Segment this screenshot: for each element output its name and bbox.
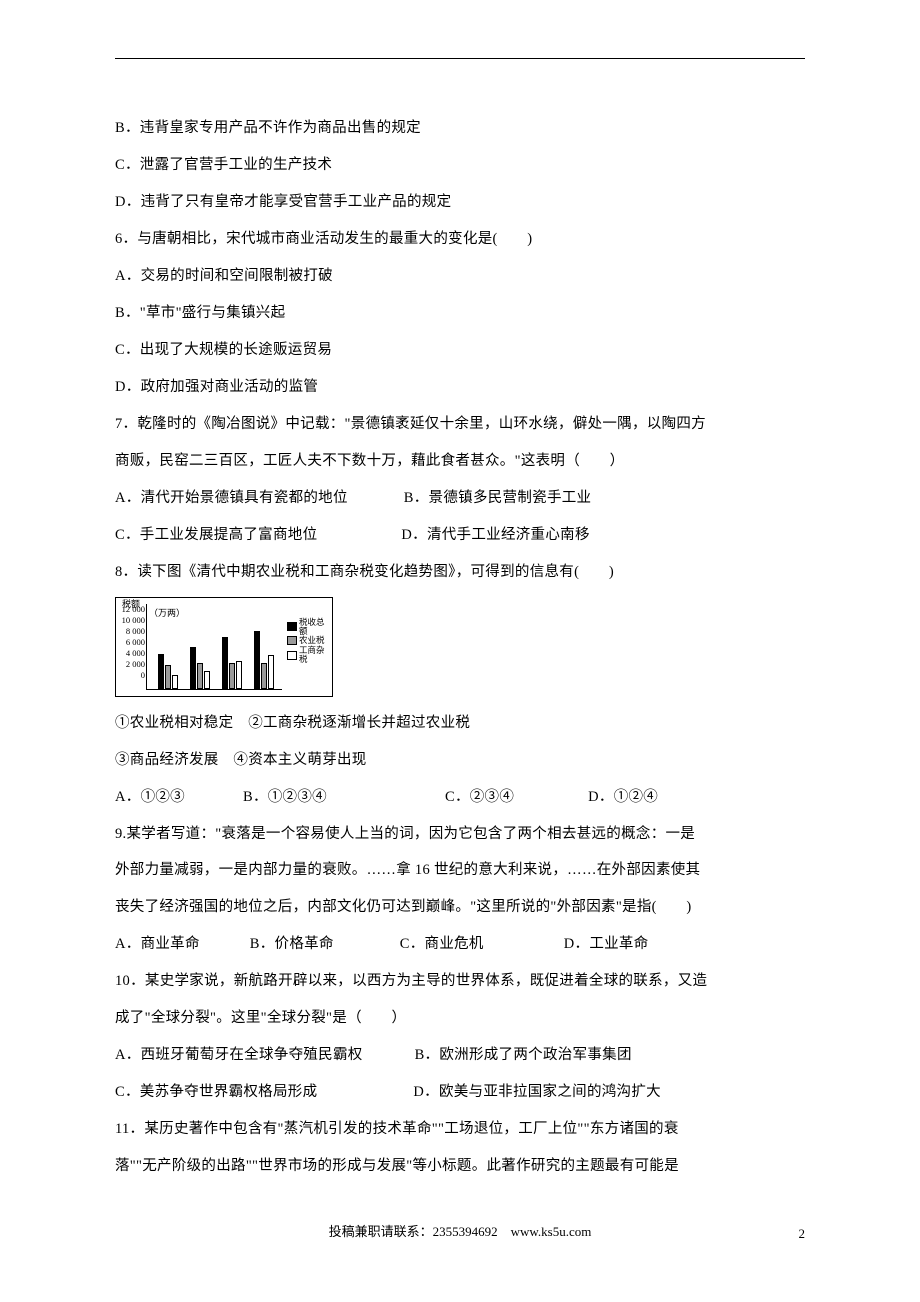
q6-b: B．"草市"盛行与集镇兴起: [115, 295, 805, 332]
q8-options: A．①②③ B．①②③④ C．②③④ D．①②④: [115, 779, 805, 816]
q10-line2: 成了"全球分裂"。这里"全球分裂"是（ ）: [115, 1000, 805, 1037]
legend-swatch: [287, 636, 297, 645]
option-d: D．违背了只有皇帝才能享受官营手工业产品的规定: [115, 184, 805, 221]
q10-opt-d: D．欧美与亚非拉国家之间的鸿沟扩大: [413, 1084, 661, 1100]
chart-legend-item: 工商杂税: [287, 646, 329, 664]
q7-opt-b: B．景德镇多民营制瓷手工业: [404, 490, 592, 506]
q8-opt-b: B．①②③④: [243, 789, 327, 805]
page-footer: 投稿兼职请联系：2355394692 www.ks5u.com: [115, 1221, 805, 1240]
q8-analysis-line1: ①农业税相对稳定 ②工商杂税逐渐增长并超过农业税: [115, 705, 805, 742]
q9-line3: 丧失了经济强国的地位之后，内部文化仍可达到巅峰。"这里所说的"外部因素"是指( …: [115, 889, 805, 926]
document-page: B．违背皇家专用产品不许作为商品出售的规定 C．泄露了官营手工业的生产技术 D．…: [0, 0, 920, 1280]
chart-ytick: 4 000: [126, 649, 145, 658]
chart-bar: [261, 663, 267, 689]
q7-opt-a: A．清代开始景德镇具有瓷都的地位: [115, 490, 348, 506]
chart-bar: [229, 663, 235, 689]
q8-chart: 税额 （万两） 12 00010 0008 0006 0004 0002 000…: [115, 597, 333, 697]
q9-opt-c: C．商业危机: [400, 936, 484, 952]
q8-opt-a: A．①②③: [115, 789, 185, 805]
chart-bar: [172, 675, 178, 689]
body-content: B．违背皇家专用产品不许作为商品出售的规定 C．泄露了官营手工业的生产技术 D．…: [115, 110, 805, 1185]
q10-line1: 10．某史学家说，新航路开辟以来，以西方为主导的世界体系，既促进着全球的联系，又…: [115, 963, 805, 1000]
q9-line1: 9.某学者写道："衰落是一个容易使人上当的词，因为它包含了两个相去甚远的概念：一…: [115, 816, 805, 853]
chart-bar-group: [190, 647, 210, 689]
chart-bar-group: [222, 637, 242, 689]
q8-opt-c: C．②③④: [445, 789, 514, 805]
q9-opt-b: B．价格革命: [250, 936, 334, 952]
q9-line2: 外部力量减弱，一是内部力量的衰败。……拿 16 世纪的意大利来说，……在外部因素…: [115, 852, 805, 889]
q7-opt-c: C．手工业发展提高了富商地位: [115, 527, 317, 543]
q6-a: A．交易的时间和空间限制被打破: [115, 258, 805, 295]
q7-row1: A．清代开始景德镇具有瓷都的地位 B．景德镇多民营制瓷手工业: [115, 480, 805, 517]
chart-yaxis: [146, 604, 147, 690]
chart-bar: [268, 655, 274, 689]
chart-bar-group: [254, 631, 274, 689]
option-b: B．违背皇家专用产品不许作为商品出售的规定: [115, 110, 805, 147]
chart-bar: [197, 663, 203, 689]
chart-bars: [152, 604, 278, 689]
chart-bar: [204, 671, 210, 689]
chart-xaxis: [146, 689, 282, 690]
q7-row2: C．手工业发展提高了富商地位 D．清代手工业经济重心南移: [115, 517, 805, 554]
legend-swatch: [287, 622, 297, 631]
q10-opt-a: A．西班牙葡萄牙在全球争夺殖民霸权: [115, 1047, 363, 1063]
q8-analysis-line2: ③商品经济发展 ④资本主义萌芽出现: [115, 742, 805, 779]
q9-options: A．商业革命 B．价格革命 C．商业危机 D．工业革命: [115, 926, 805, 963]
chart-bar: [190, 647, 196, 689]
top-border-rule: [115, 58, 805, 59]
chart-bar-group: [158, 654, 178, 689]
chart-ytick: 0: [141, 671, 145, 680]
chart-bar: [254, 631, 260, 689]
chart-ytick: 12 000: [122, 605, 145, 614]
q6-c: C．出现了大规模的长途贩运贸易: [115, 332, 805, 369]
chart-ytick: 8 000: [126, 627, 145, 636]
chart-legend-item: 农业税: [287, 636, 329, 645]
q11-line2: 落""无产阶级的出路""世界市场的形成与发展"等小标题。此著作研究的主题最有可能…: [115, 1148, 805, 1185]
q11-line1: 11．某历史著作中包含有"蒸汽机引发的技术革命""工场退位，工厂上位""东方诸国…: [115, 1111, 805, 1148]
legend-label: 工商杂税: [299, 646, 329, 664]
legend-label: 税收总额: [299, 618, 329, 636]
chart-ytick: 2 000: [126, 660, 145, 669]
q10-row1: A．西班牙葡萄牙在全球争夺殖民霸权 B．欧洲形成了两个政治军事集团: [115, 1037, 805, 1074]
q10-opt-b: B．欧洲形成了两个政治军事集团: [415, 1047, 632, 1063]
q7-stem-line1: 7．乾隆时的《陶冶图说》中记载："景德镇袤延仅十余里，山环水绕，僻处一隅，以陶四…: [115, 406, 805, 443]
q10-opt-c: C．美苏争夺世界霸权格局形成: [115, 1084, 317, 1100]
q8-stem: 8．读下图《清代中期农业税和工商杂税变化趋势图》，可得到的信息有( ): [115, 554, 805, 591]
q9-opt-a: A．商业革命: [115, 936, 200, 952]
chart-ytick: 10 000: [122, 616, 145, 625]
chart-bar: [222, 637, 228, 689]
q7-opt-d: D．清代手工业经济重心南移: [401, 527, 589, 543]
chart-bar: [236, 661, 242, 689]
page-number: 2: [799, 1226, 806, 1242]
option-c: C．泄露了官营手工业的生产技术: [115, 147, 805, 184]
legend-swatch: [287, 651, 297, 660]
chart-ytick: 6 000: [126, 638, 145, 647]
q7-stem-line2: 商贩，民窑二三百区，工匠人夫不下数十万，藉此食者甚众。"这表明（ ）: [115, 443, 805, 480]
chart-legend-item: 税收总额: [287, 618, 329, 636]
chart-bar: [158, 654, 164, 689]
q9-opt-d: D．工业革命: [564, 936, 649, 952]
chart-legend: 税收总额农业税工商杂税: [287, 618, 329, 665]
legend-label: 农业税: [299, 636, 325, 645]
chart-bar: [165, 665, 171, 689]
q6-stem: 6．与唐朝相比，宋代城市商业活动发生的最重大的变化是( ): [115, 221, 805, 258]
q10-row2: C．美苏争夺世界霸权格局形成 D．欧美与亚非拉国家之间的鸿沟扩大: [115, 1074, 805, 1111]
q8-opt-d: D．①②④: [588, 789, 658, 805]
q6-d: D．政府加强对商业活动的监管: [115, 369, 805, 406]
